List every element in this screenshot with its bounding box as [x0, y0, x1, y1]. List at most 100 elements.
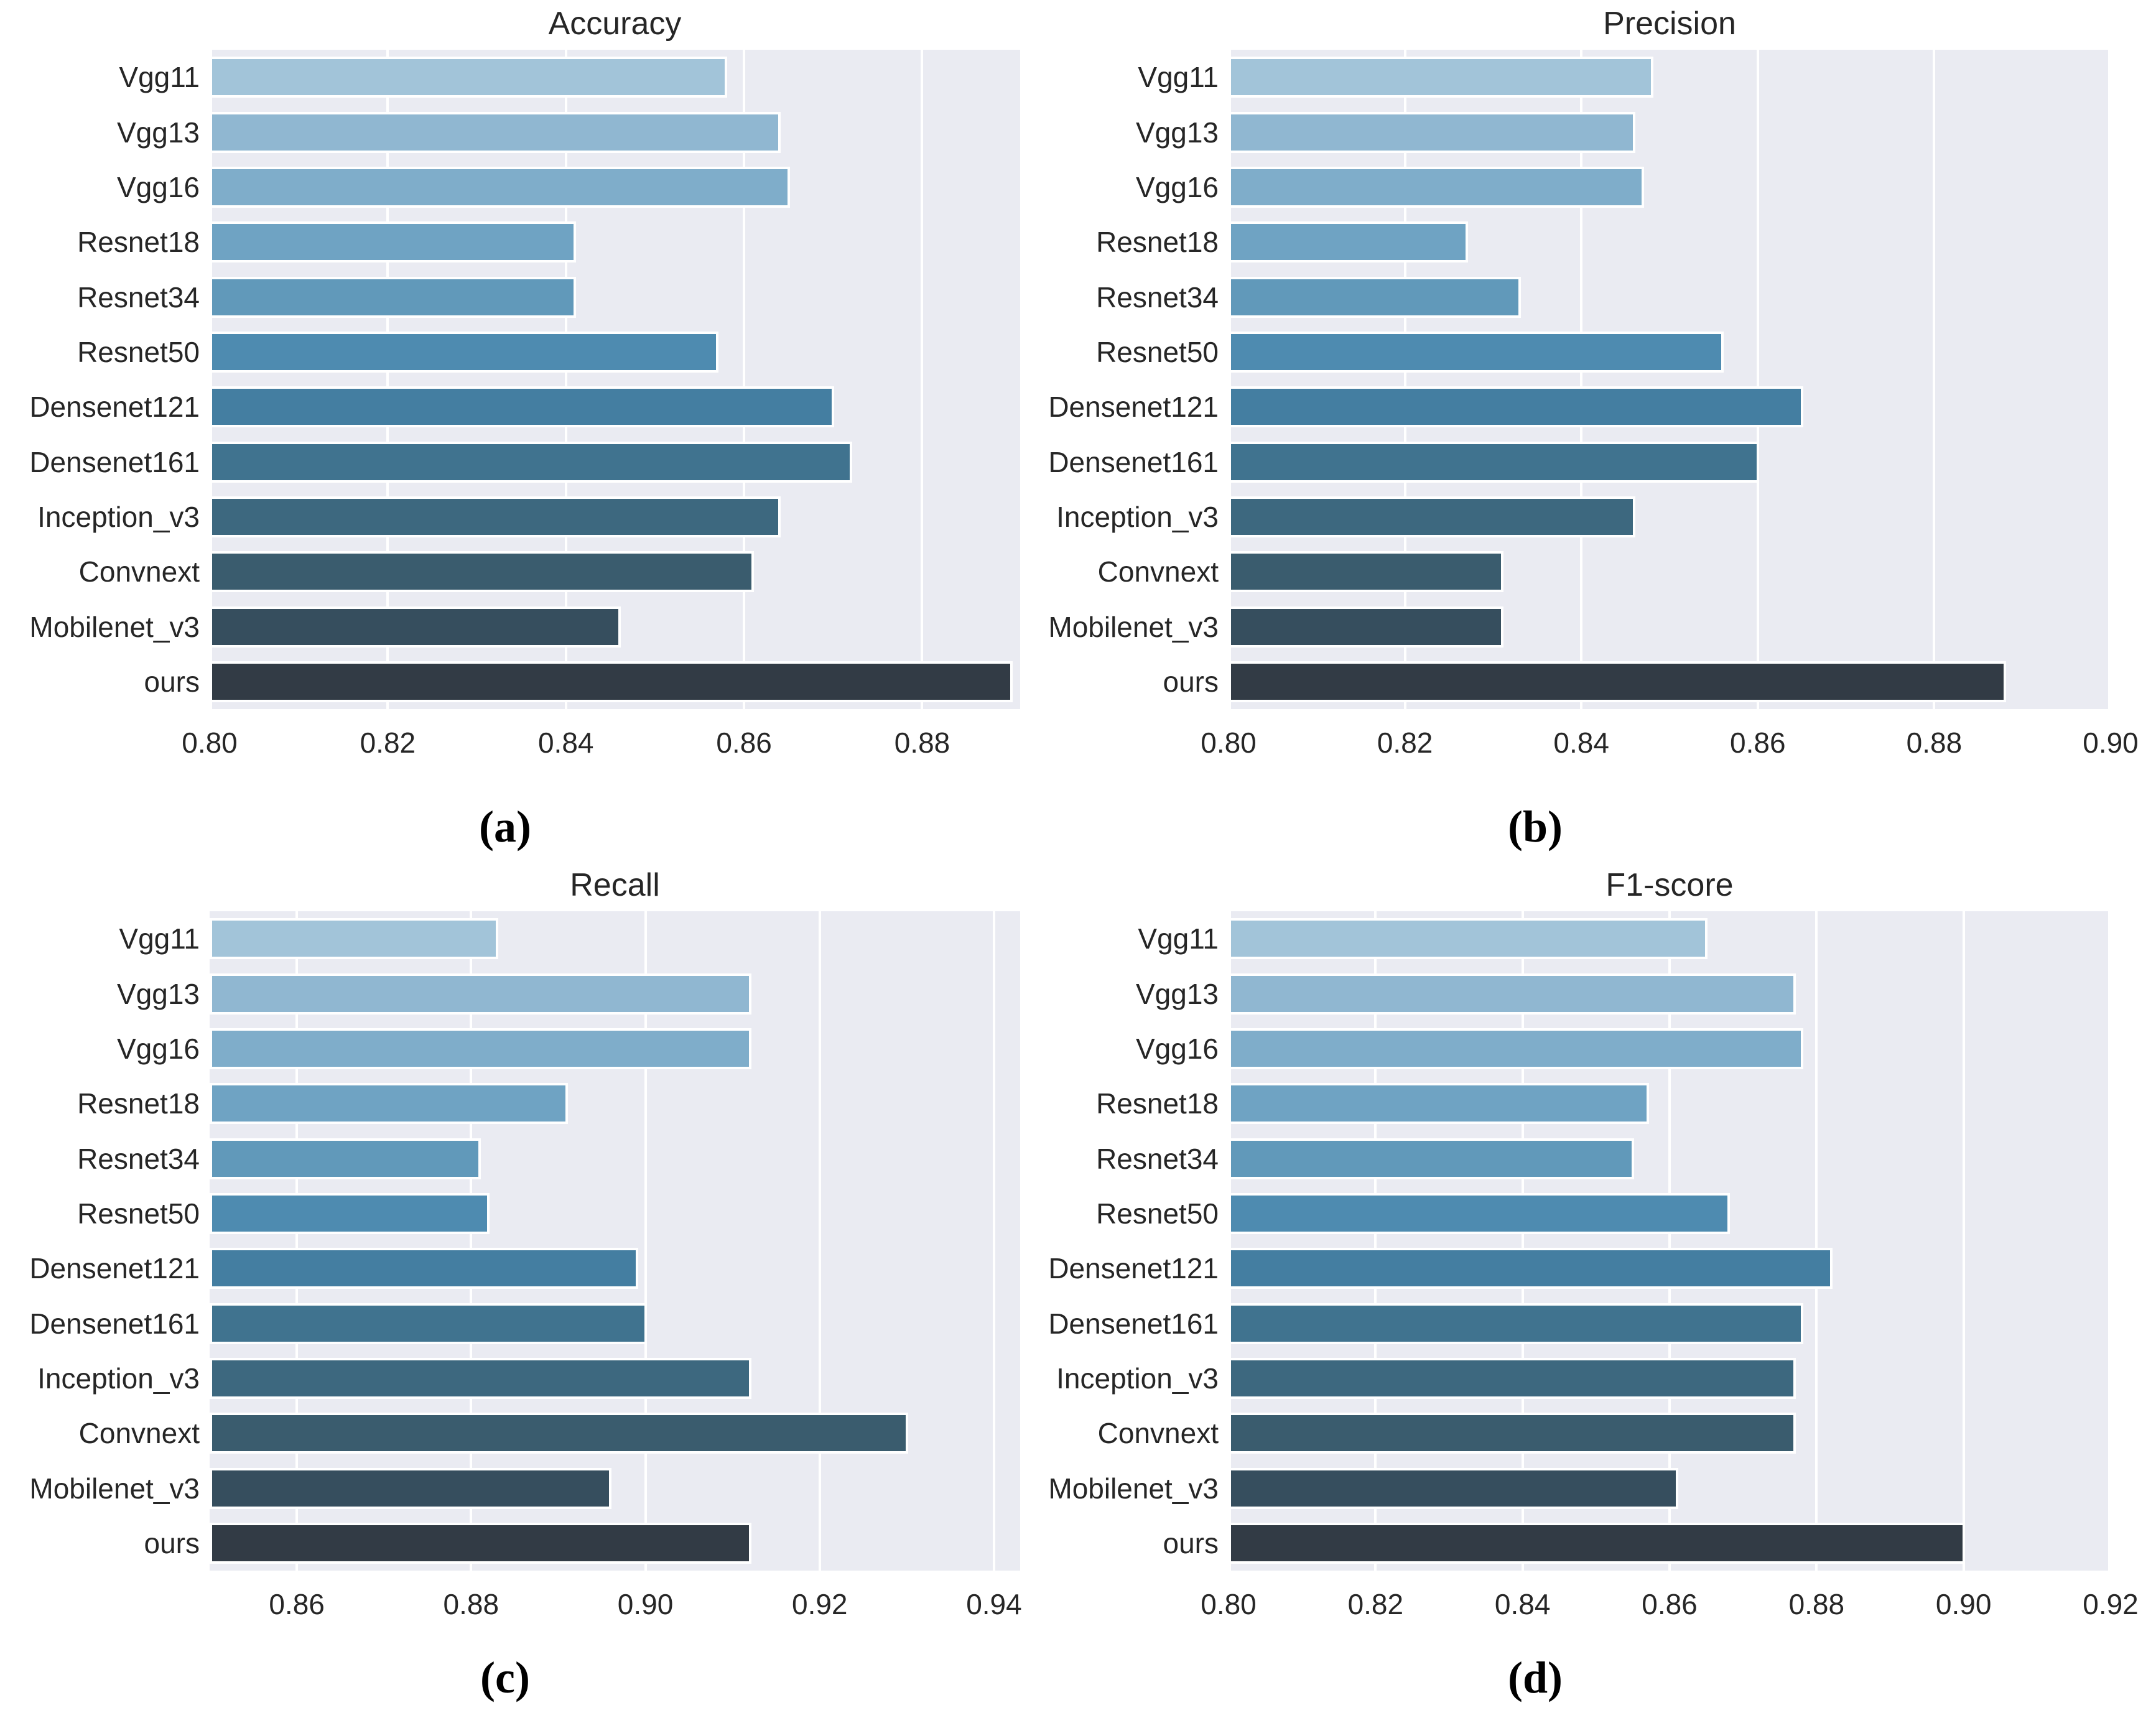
bar-vgg16 [210, 1028, 751, 1069]
x-tick-label: 0.92 [791, 1588, 848, 1620]
bar-densenet121 [210, 1248, 638, 1289]
category-label-vgg16: Vgg16 [116, 1032, 200, 1065]
category-label-vgg16: Vgg16 [1135, 170, 1219, 203]
bar-resnet50 [210, 1192, 490, 1234]
bar-densenet121 [1229, 1248, 1833, 1289]
category-label-densenet121: Densenet121 [29, 1252, 200, 1285]
gridline [1668, 911, 1671, 1571]
bar-resnet50 [1229, 1192, 1730, 1234]
bar-vgg11 [210, 918, 499, 960]
chart-title: Recall [570, 867, 660, 903]
bar-resnet18 [1229, 1083, 1649, 1125]
x-tick-label: 0.90 [1935, 1588, 1992, 1620]
category-label-resnet34: Resnet34 [1096, 1142, 1219, 1175]
gridline [2108, 50, 2111, 709]
bar-resnet18 [210, 221, 577, 263]
plot-area [210, 911, 1020, 1571]
bar-densenet161 [210, 1303, 647, 1344]
bar-vgg16 [210, 166, 790, 208]
category-label-resnet50: Resnet50 [77, 335, 200, 368]
x-tick-label: 0.88 [443, 1588, 500, 1620]
category-label-resnet34: Resnet34 [77, 1142, 200, 1175]
x-tick-label: 0.84 [537, 727, 594, 759]
x-tick-label: 0.90 [2083, 727, 2139, 759]
x-tick-label: 0.90 [617, 1588, 674, 1620]
x-tick-label: 0.82 [1377, 727, 1433, 759]
category-label-vgg11: Vgg11 [1138, 61, 1219, 94]
gridline [210, 50, 212, 709]
category-label-densenet161: Densenet161 [1048, 1307, 1219, 1340]
gridline [818, 911, 821, 1571]
bar-resnet34 [210, 1138, 481, 1179]
category-label-vgg13: Vgg13 [116, 116, 200, 149]
x-tick-label: 0.80 [182, 727, 238, 759]
x-tick-label: 0.94 [966, 1588, 1022, 1620]
gridline [2108, 911, 2111, 1571]
category-label-resnet34: Resnet34 [1096, 281, 1219, 313]
category-label-resnet50: Resnet50 [1096, 335, 1219, 368]
bar-densenet121 [210, 386, 835, 428]
bar-densenet161 [1229, 1303, 1803, 1344]
bar-mobilenet_v3 [1229, 1467, 1678, 1509]
category-label-vgg16: Vgg16 [116, 170, 200, 203]
gridline [1521, 911, 1524, 1571]
gridline [1403, 50, 1406, 709]
category-label-convnext: Convnext [1097, 555, 1219, 588]
x-tick-label: 0.86 [269, 1588, 325, 1620]
bar-resnet34 [1229, 1138, 1634, 1179]
x-tick-label: 0.82 [360, 727, 416, 759]
bar-resnet18 [1229, 221, 1468, 263]
bar-inception_v3 [1229, 496, 1636, 537]
gridline [992, 911, 995, 1571]
category-label-mobilenet_v3: Mobilenet_v3 [1048, 610, 1219, 643]
plot-area [210, 50, 1020, 709]
bar-vgg13 [1229, 973, 1796, 1015]
category-label-mobilenet_v3: Mobilenet_v3 [29, 1472, 200, 1505]
category-label-densenet121: Densenet121 [29, 391, 200, 424]
category-label-densenet121: Densenet121 [1048, 391, 1219, 424]
gridline [644, 911, 647, 1571]
gridline [1229, 911, 1231, 1571]
bar-inception_v3 [210, 496, 781, 537]
bar-vgg16 [1229, 166, 1645, 208]
category-label-resnet18: Resnet18 [77, 1087, 200, 1120]
category-label-ours: ours [144, 665, 200, 698]
x-tick-label: 0.88 [894, 727, 950, 759]
gridline [743, 50, 746, 709]
bar-vgg16 [1229, 1028, 1803, 1069]
category-label-vgg13: Vgg13 [1135, 116, 1219, 149]
bar-ours [210, 1522, 751, 1564]
bar-mobilenet_v3 [210, 1467, 612, 1509]
x-tick-label: 0.80 [1201, 727, 1257, 759]
category-label-densenet161: Densenet161 [1048, 445, 1219, 478]
bar-convnext [210, 1413, 908, 1454]
bar-densenet161 [210, 441, 852, 483]
category-label-mobilenet_v3: Mobilenet_v3 [1048, 1472, 1219, 1505]
category-label-vgg16: Vgg16 [1135, 1032, 1219, 1065]
gridline [1815, 911, 1818, 1571]
bar-convnext [1229, 551, 1503, 593]
category-label-vgg11: Vgg11 [1138, 922, 1219, 955]
category-label-ours: ours [1163, 1526, 1219, 1559]
bar-resnet18 [210, 1083, 569, 1125]
category-label-vgg13: Vgg13 [1135, 977, 1219, 1010]
category-label-convnext: Convnext [1097, 1417, 1219, 1450]
bar-inception_v3 [1229, 1357, 1796, 1399]
plot-area [1229, 911, 2111, 1571]
bar-vgg11 [1229, 918, 1708, 960]
category-label-convnext: Convnext [78, 555, 200, 588]
gridline [1229, 50, 1231, 709]
plot-area [1229, 50, 2111, 709]
category-label-resnet50: Resnet50 [77, 1197, 200, 1230]
category-label-ours: ours [144, 1526, 200, 1559]
panel-caption: (c) [480, 1653, 530, 1702]
category-label-densenet121: Densenet121 [1048, 1252, 1219, 1285]
bar-convnext [1229, 1413, 1796, 1454]
gridline [470, 911, 473, 1571]
x-tick-label: 0.84 [1494, 1588, 1551, 1620]
category-label-inception_v3: Inception_v3 [1056, 1362, 1219, 1395]
bar-densenet121 [1229, 386, 1803, 428]
